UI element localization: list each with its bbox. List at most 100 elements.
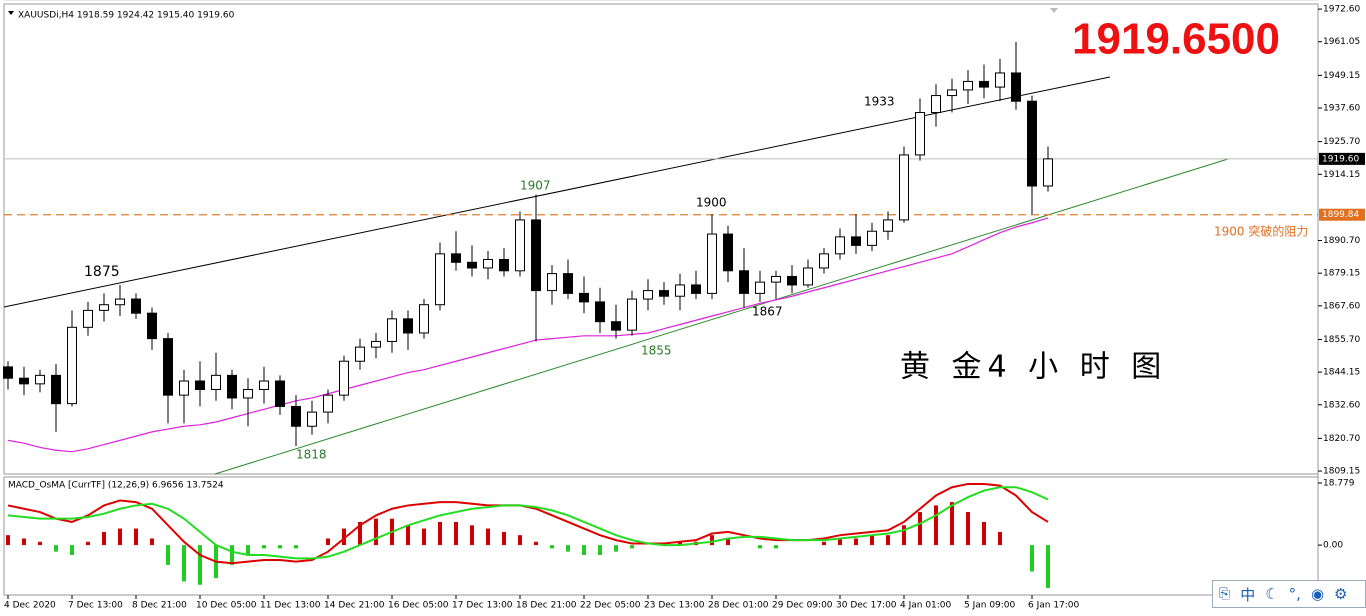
x-tick-label: 29 Dec 09:00 [772,601,833,611]
punct-icon[interactable]: °, [1288,585,1301,603]
x-tick-label: 30 Dec 17:00 [836,601,897,611]
candle-body [723,233,733,272]
candle-body [979,80,989,88]
shift-marker[interactable] [1050,8,1058,13]
candle-body [387,318,397,342]
histogram-bar [134,528,138,546]
histogram-bar [22,538,26,546]
histogram-bar [598,545,602,556]
candle-body [707,233,717,294]
y-tick-label: 1914.15 [1323,170,1360,180]
settings-icon[interactable]: ⚙ [1334,585,1348,603]
histogram-bar [758,545,762,549]
histogram-bar [422,528,426,546]
candle-body [67,326,77,405]
histogram-bar [1046,545,1050,589]
candle-body [467,261,477,269]
histogram-bar [406,525,410,546]
ime-icon[interactable]: ⎘ [1219,586,1231,602]
collapse-icon[interactable] [8,11,14,15]
histogram-bar [278,545,282,549]
histogram-bar [838,538,842,546]
language[interactable]: 中 [1240,585,1256,604]
histogram-bar [54,545,58,552]
histogram-bar [502,531,506,546]
skin-icon[interactable]: ◉ [1310,585,1325,603]
histogram-bar [342,528,346,546]
candle-body [755,281,765,294]
trend-line [214,158,1229,475]
histogram-bar [230,545,234,565]
candle-body [819,253,829,269]
toolbar: ⎘ 中 ☾ °, ◉ ⚙ [1212,580,1366,608]
histogram-bar [86,541,90,546]
histogram-bar [358,521,362,546]
histogram-bar [982,521,986,546]
candle-body [899,154,909,221]
candle-body [499,258,509,272]
histogram-bar [630,545,634,549]
candle-body [963,80,973,91]
histogram-bar [182,545,186,582]
candle-body [403,318,413,334]
candle-body [339,360,349,396]
candle-body [947,89,957,97]
histogram-bar [726,538,730,546]
chart-header: XAUUSDi,H4 1918.59 1924.42 1915.40 1919.… [18,11,235,21]
x-tick-label: 16 Dec 05:00 [388,601,449,611]
y-tick-label: 1832.60 [1323,400,1360,410]
candle-body [99,304,109,311]
candle-body [259,380,269,390]
moon-icon[interactable]: ☾ [1265,585,1279,603]
candle-body [35,374,45,385]
candle-body [563,273,573,294]
x-tick-label: 22 Dec 05:00 [580,601,641,611]
histogram-bar [486,528,490,546]
candle-body [1027,100,1037,187]
macd-line [7,486,1049,560]
candle-body [611,321,621,331]
y-tick-label: 1949.15 [1323,71,1360,81]
candle-body [163,338,173,396]
histogram-bar [566,545,570,552]
x-tick-label: 18 Dec 21:00 [516,601,577,611]
candle-body [307,411,317,427]
histogram-bar [886,535,890,546]
candle-body [531,219,541,292]
histogram-bar [6,535,10,546]
candle-body [227,374,237,399]
x-tick-label: 4 Jan 01:00 [900,601,952,611]
histogram-bar [678,541,682,546]
annotation: 1875 [84,264,120,280]
annotation: 1907 [520,179,551,193]
candle-body [643,290,653,300]
x-tick-label: 5 Jan 09:00 [964,601,1016,611]
histogram-bar [118,528,122,546]
macd-pane [3,476,1319,596]
histogram-bar [470,525,474,546]
y-tick-label: 1820.70 [1323,434,1360,444]
candle-body [739,270,749,294]
candle-body [515,219,525,272]
candle-body [371,340,381,348]
x-tick-label: 10 Dec 05:00 [196,601,257,611]
candle-body [243,388,253,399]
candle-body [147,312,157,340]
candle-body [883,219,893,232]
y-tick-label: 1809.15 [1323,467,1360,477]
chart-title: 黄 金4 小 时 图 [900,350,1167,385]
candle-body [835,236,845,255]
histogram-bar [246,545,250,556]
histogram-bar [774,545,778,549]
annotation: 1867 [752,305,783,319]
candle-body [915,112,925,156]
candle-body [451,253,461,263]
candle-body [691,284,701,294]
price-tag-label: 1919.60 [1322,154,1359,164]
y-tick-label: 1961.05 [1323,37,1360,47]
annotation: 1818 [296,448,327,462]
price-tag [1319,208,1365,221]
candle-body [115,298,125,306]
histogram-bar [1030,545,1034,572]
histogram-bar [998,531,1002,546]
